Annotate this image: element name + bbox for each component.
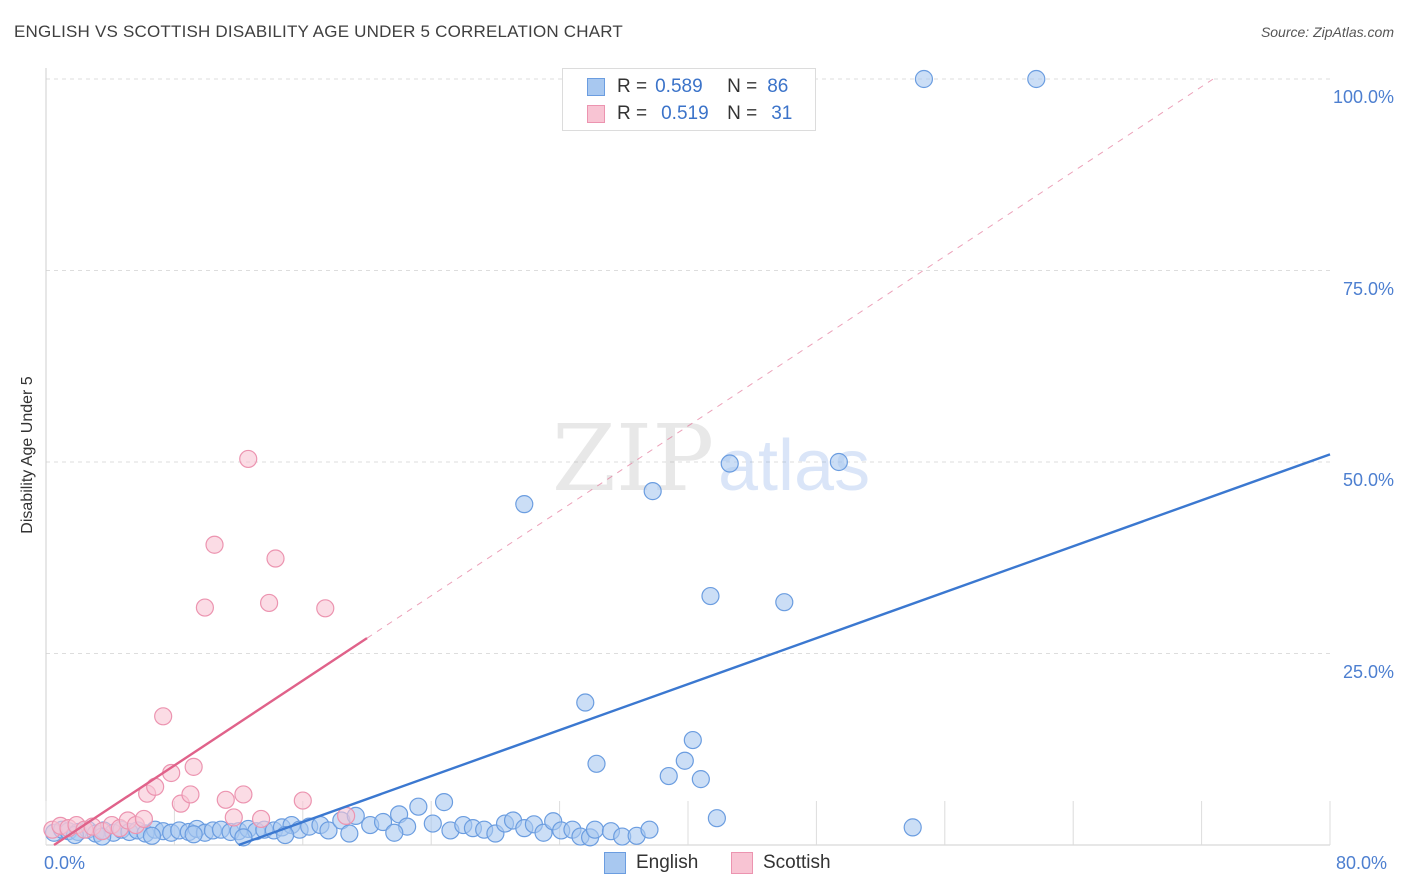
english-point [829, 452, 848, 472]
bottom-legend-scottish[interactable]: Scottish [731, 852, 831, 874]
scottish-trend-extension [366, 78, 1214, 639]
english-point [373, 812, 393, 832]
english-point [701, 586, 720, 606]
scottish-point [251, 809, 271, 829]
y-tick-label: 100.0% [1332, 87, 1394, 107]
scottish-point [134, 809, 154, 829]
english-point [640, 820, 659, 839]
scottish-point [316, 599, 335, 618]
english-trend-line [238, 453, 1331, 847]
english-point [914, 69, 934, 89]
scottish-point [224, 808, 243, 827]
english-point [576, 693, 595, 712]
english-points [44, 69, 1046, 847]
scottish-point [337, 806, 356, 825]
legend-r-value: 0.589 [655, 76, 703, 97]
bottom-legend-english-label: English [636, 852, 699, 873]
english-point [775, 593, 794, 612]
scottish-point [195, 598, 214, 617]
bottom-legend-english[interactable]: English [604, 852, 698, 874]
legend-r-label: R = [617, 76, 648, 97]
x-tick-label-min: 0.0% [44, 853, 86, 873]
legend-n-value: 31 [771, 103, 793, 124]
english-point [659, 766, 678, 786]
english-point [587, 754, 606, 773]
source-label: Source: ZipAtlas.com [1260, 24, 1394, 40]
english-swatch [604, 852, 626, 874]
y-tick-label: 50.0% [1342, 470, 1394, 490]
legend-r-label: R = [617, 103, 648, 124]
legend-n-label: N = [727, 76, 758, 97]
x-tick-label-max: 80.0% [1336, 853, 1388, 873]
english-point [683, 730, 702, 750]
trend-lines [53, 78, 1331, 847]
english-point [385, 823, 404, 842]
scottish-point [266, 549, 285, 568]
bottom-legend: English Scottish [0, 852, 1406, 878]
english-point [707, 809, 726, 828]
scottish-point [234, 785, 253, 804]
scottish-point [205, 535, 224, 554]
english-point [409, 797, 428, 816]
legend-r-value: 0.519 [661, 103, 709, 124]
scottish-point [239, 449, 258, 469]
legend-n-label: N = [727, 103, 758, 124]
english-point [675, 751, 694, 770]
english-point [340, 824, 359, 843]
english-point [319, 821, 338, 840]
scottish-trend-line [53, 637, 368, 847]
english-point [903, 818, 922, 837]
english-point [184, 825, 203, 844]
legend-row-english: R = 0.589 N = 86 [587, 76, 788, 98]
english-point [142, 826, 162, 845]
y-tick-label: 25.0% [1342, 661, 1394, 682]
english-point [585, 820, 605, 839]
scottish-point [259, 593, 279, 613]
english-point [423, 814, 442, 833]
bottom-legend-scottish-label: Scottish [763, 852, 831, 873]
scottish-point [184, 757, 203, 776]
watermark-atlas: atlas [718, 426, 870, 506]
scottish-point [154, 707, 173, 726]
legend-row-scottish: R = 0.519 N = 31 [587, 103, 792, 125]
english-swatch [587, 78, 605, 96]
english-point [691, 770, 710, 789]
chart-title: ENGLISH VS SCOTTISH DISABILITY AGE UNDER… [14, 22, 624, 41]
legend: R = 0.589 N = 86 R = 0.519 N = 31 [562, 68, 816, 131]
watermark: ZIP atlas [552, 405, 870, 512]
scottish-swatch [731, 852, 753, 874]
scottish-point [181, 785, 200, 804]
scottish-point [216, 790, 235, 809]
english-point [720, 454, 739, 473]
watermark-zip: ZIP [552, 405, 714, 512]
scottish-point [293, 791, 312, 810]
scottish-points [43, 449, 356, 841]
y-tick-label: 75.0% [1342, 278, 1394, 299]
english-point [515, 495, 534, 514]
english-point [434, 793, 454, 812]
legend-n-value: 86 [767, 76, 789, 97]
scottish-swatch [587, 105, 605, 123]
english-point [1027, 69, 1046, 89]
english-point [643, 482, 662, 501]
